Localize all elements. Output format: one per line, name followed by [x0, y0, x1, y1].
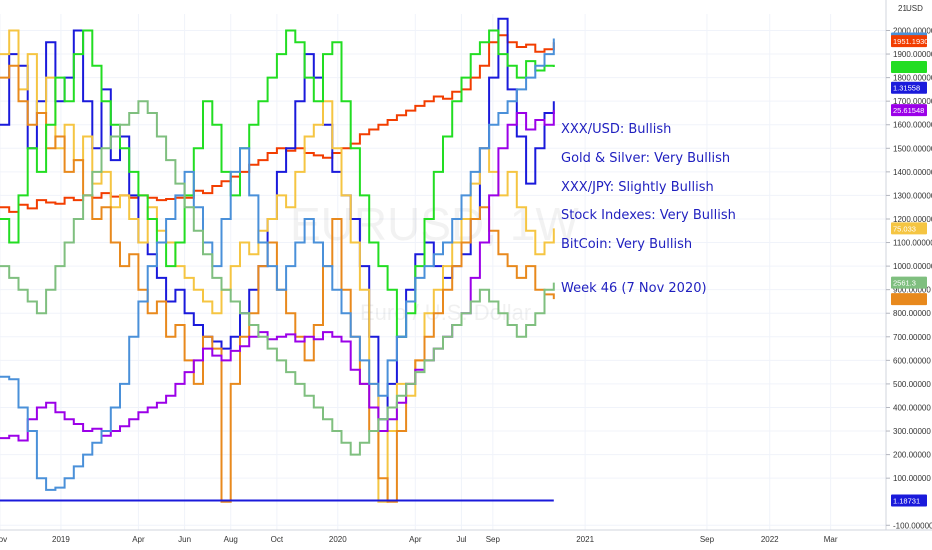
price-badge-label: 1.31558: [893, 84, 920, 93]
y-tick-label: 400.00000: [893, 403, 931, 412]
x-tick-label: Sep: [700, 535, 715, 544]
annotation-gold-silver: Gold & Silver: Very Bullish: [561, 151, 731, 166]
annotation-stock-indexes: Stock Indexes: Very Bullish: [561, 208, 736, 223]
y-tick-label: 800.00000: [893, 309, 931, 318]
series-line-7[interactable]: [0, 100, 555, 456]
x-tick-label: Aug: [224, 535, 238, 544]
series-line-6[interactable]: [0, 38, 555, 491]
y-tick-label: 300.00000: [893, 427, 931, 436]
y-tick-label: 1100.00000: [893, 239, 932, 248]
watermark: EURUSD, 1W Euro / U.S. Dollar: [290, 198, 579, 325]
y-tick-label: 1600.00000: [893, 121, 932, 130]
x-tick-label: 2019: [52, 535, 70, 544]
x-tick-label: 2022: [761, 535, 779, 544]
price-badge: [891, 104, 927, 117]
x-tick-label: 2021: [576, 535, 594, 544]
y-tick-label: -100.00000: [893, 521, 932, 530]
y-axis-unit: USD: [906, 4, 923, 13]
x-tick-label: Jun: [178, 535, 191, 544]
y-tick-label: 1400.00000: [893, 168, 932, 177]
y-tick-label: 700.00000: [893, 333, 931, 342]
x-tick-label: Nov: [0, 535, 7, 544]
series-line-4[interactable]: [0, 29, 555, 338]
y-axis-top-tick: 21: [898, 4, 907, 13]
price-badge-label: 1951.19300: [893, 37, 932, 46]
y-tick-label: 1200.00000: [893, 215, 932, 224]
x-tick-label: Mar: [824, 535, 838, 544]
price-badge: [891, 35, 927, 48]
price-badge: [891, 494, 927, 507]
annotation-xxx-usd: XXX/USD: Bullish: [561, 122, 672, 137]
price-badge: [891, 61, 927, 74]
annotation-bitcoin: BitCoin: Very Bullish: [561, 237, 693, 252]
x-tick-label: Oct: [271, 535, 284, 544]
y-tick-label: 100.00000: [893, 474, 931, 483]
y-tick-label: 500.00000: [893, 380, 931, 389]
y-tick-label: 900.00000: [893, 286, 931, 295]
price-badges: 15671.431951.193001.3155825.6154875.0332…: [891, 32, 932, 507]
y-tick-label: 1300.00000: [893, 191, 932, 200]
price-badge: [891, 81, 927, 94]
y-tick-label: 1500.00000: [893, 144, 932, 153]
y-tick-label: 1800.00000: [893, 74, 932, 83]
series-layer: [0, 17, 555, 503]
price-badge: [891, 276, 927, 289]
y-tick-label: 600.00000: [893, 356, 931, 365]
x-tick-label: 2020: [329, 535, 347, 544]
price-badge-label: 75.033: [893, 224, 916, 233]
price-axis[interactable]: 21 USD 2000.00000 1900.00000 1800.00000 170…: [886, 4, 932, 530]
price-badge: [891, 293, 927, 306]
x-tick-label: Apr: [132, 535, 145, 544]
x-tick-label: Apr: [409, 535, 422, 544]
price-badge: [891, 222, 927, 235]
time-axis[interactable]: Nov 2019 Apr Jun Aug Oct 2020 Apr Jul Sep 2021 Sep 2…: [0, 535, 838, 544]
price-badge-label: 1.18731: [893, 497, 920, 506]
price-badge-label: 2561.3: [893, 279, 916, 288]
price-badge-label: 25.61548: [893, 106, 924, 115]
y-tick-label: 1700.00000: [893, 97, 932, 106]
annotation-week: Week 46 (7 Nov 2020): [561, 281, 707, 296]
x-tick-label: Jul: [456, 535, 466, 544]
y-tick-label: 1900.00000: [893, 50, 932, 59]
annotation-xxx-jpy: XXX/JPY: Slightly Bullish: [561, 180, 714, 195]
y-tick-label: 200.00000: [893, 451, 931, 460]
x-tick-label: Sep: [486, 535, 501, 544]
y-tick-label: 1000.00000: [893, 262, 932, 271]
y-tick-label: 2000.00000: [893, 26, 932, 35]
